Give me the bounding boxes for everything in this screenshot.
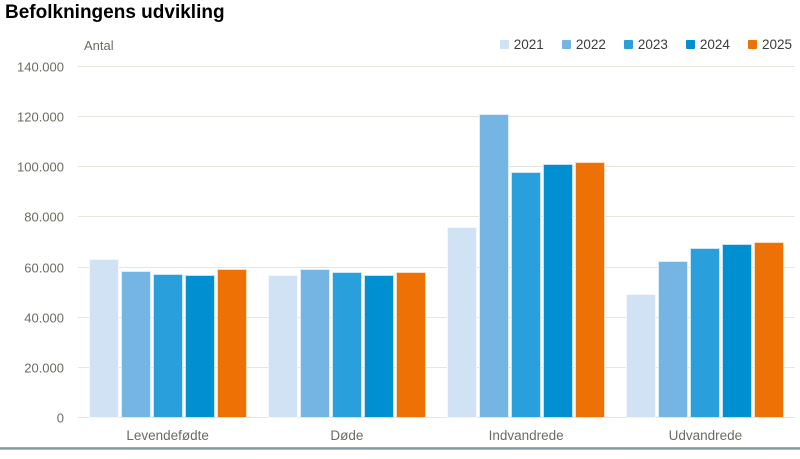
bar-2024[interactable]	[722, 243, 753, 418]
gridline	[78, 366, 795, 368]
gridline	[78, 216, 795, 218]
y-tick-label: 80.000	[24, 209, 64, 225]
legend-item-2021[interactable]: 2021	[499, 37, 544, 52]
bar-2021[interactable]	[447, 227, 478, 418]
bar-group-2	[257, 67, 436, 418]
bar-2023[interactable]	[690, 247, 721, 418]
bar-2023[interactable]	[511, 171, 542, 418]
bar-2023[interactable]	[152, 273, 183, 418]
gridline	[78, 166, 795, 168]
legend-label: 2024	[699, 37, 730, 52]
legend-item-2023[interactable]: 2023	[623, 37, 668, 52]
bar-2022[interactable]	[299, 268, 330, 418]
y-axis-title: Antal	[84, 38, 114, 53]
bar-2021[interactable]	[88, 258, 119, 418]
bar-group-1	[78, 67, 257, 418]
gridline	[78, 266, 795, 268]
y-tick-label: 60.000	[24, 260, 64, 276]
bar-2021[interactable]	[267, 274, 298, 418]
bar-2025[interactable]	[754, 242, 785, 418]
bar-2025[interactable]	[395, 271, 426, 418]
legend-swatch-icon	[623, 40, 633, 49]
y-tick-label: 140.000	[17, 59, 64, 75]
bar-2021[interactable]	[626, 293, 657, 418]
bar-2025[interactable]	[216, 268, 247, 418]
y-axis-labels: 0 20.000 40.000 60.000 80.000 100.000 120.000 1…	[0, 61, 64, 425]
bottom-border	[0, 447, 800, 450]
gridline	[78, 417, 795, 418]
y-tick-label: 100.000	[17, 159, 64, 175]
gridline	[78, 116, 795, 118]
plot-area	[78, 66, 795, 418]
gridline	[78, 316, 795, 318]
bar-2024[interactable]	[184, 275, 215, 418]
gridline	[78, 66, 795, 67]
legend-item-2022[interactable]: 2022	[561, 37, 606, 52]
bar-group-3	[437, 67, 616, 418]
legend-swatch-icon	[685, 40, 695, 49]
bar-2022[interactable]	[658, 260, 689, 418]
x-category-label: Indvandrede	[488, 428, 564, 443]
legend-item-2024[interactable]: 2024	[685, 37, 730, 52]
y-tick-label: 40.000	[24, 310, 64, 326]
legend: 2021 2022 2023 2024 2025	[499, 37, 792, 52]
legend-label: 2025	[761, 37, 792, 52]
legend-item-2025[interactable]: 2025	[747, 37, 792, 52]
x-axis-labels: Levendefødte Døde Indvandrede Udvandrede	[78, 426, 795, 446]
bar-2025[interactable]	[575, 162, 606, 418]
bar-2022[interactable]	[120, 271, 151, 418]
legend-swatch-icon	[499, 40, 509, 49]
x-category-label: Levendefødte	[126, 428, 209, 443]
legend-label: 2022	[575, 37, 606, 52]
y-tick-label: 20.000	[24, 360, 64, 376]
legend-label: 2021	[513, 37, 544, 52]
y-tick-label: 120.000	[17, 109, 64, 125]
bar-2022[interactable]	[479, 114, 510, 418]
bar-group-4	[616, 67, 795, 418]
legend-swatch-icon	[561, 40, 571, 49]
legend-swatch-icon	[747, 40, 757, 49]
bar-2024[interactable]	[543, 163, 574, 418]
legend-label: 2023	[637, 37, 668, 52]
chart-title: Befolkningens udvikling	[5, 2, 225, 23]
bar-2024[interactable]	[363, 274, 394, 418]
x-category-label: Døde	[330, 428, 364, 443]
y-tick-label: 0	[56, 410, 64, 426]
bar-2023[interactable]	[331, 271, 362, 418]
x-category-label: Udvandrede	[668, 428, 743, 443]
